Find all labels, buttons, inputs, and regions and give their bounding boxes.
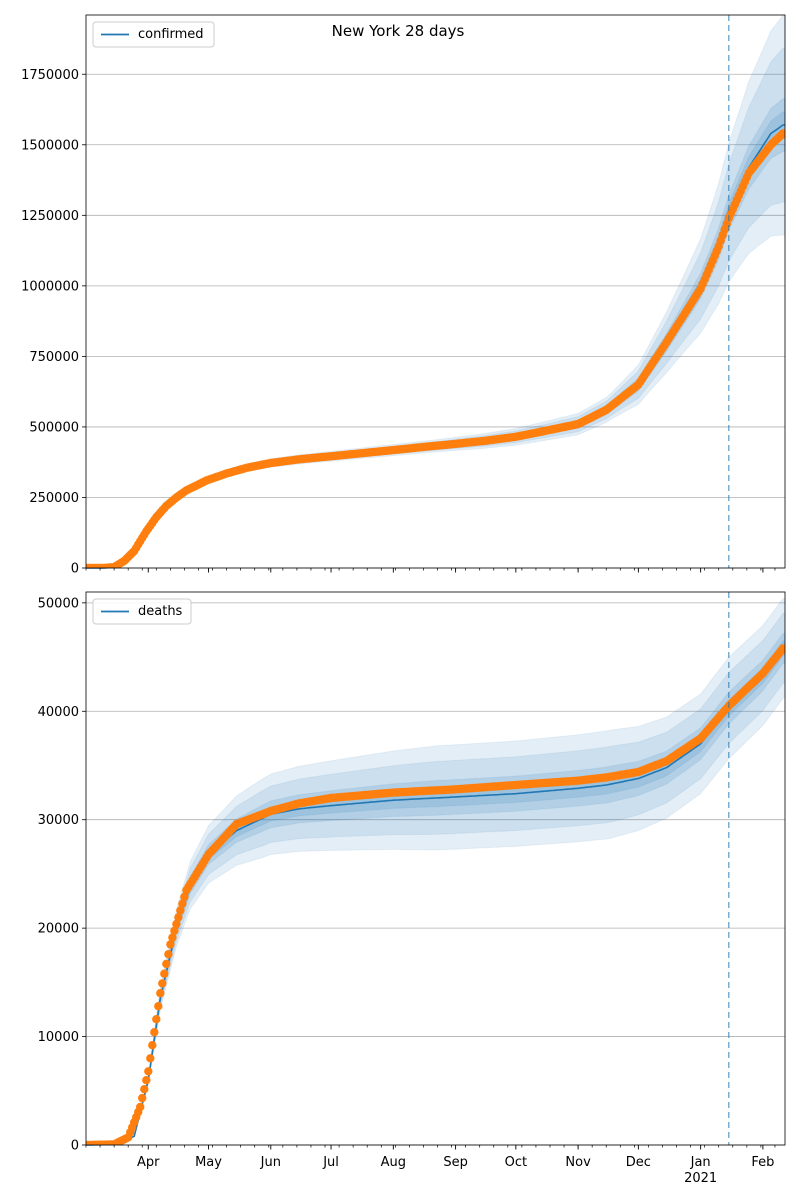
chart-title: New York 28 days bbox=[332, 22, 465, 40]
confirmed-y-tick-label: 500000 bbox=[29, 420, 79, 435]
confirmed-panel: 0 250000 500000 750000 1000000 1250000 1500000… bbox=[21, 14, 786, 577]
deaths-observed-point bbox=[162, 959, 171, 969]
confirmed-y-tick-label: 1500000 bbox=[21, 138, 79, 153]
x-year-label: 2021 bbox=[684, 1171, 717, 1186]
confirmed-y-tick-label: 750000 bbox=[29, 350, 79, 365]
deaths-band-1 bbox=[86, 612, 785, 1145]
deaths-observed-point bbox=[176, 906, 185, 915]
deaths-observed-point bbox=[172, 919, 181, 929]
deaths-observed-point bbox=[156, 989, 165, 998]
confirmed-y-tick-label: 1000000 bbox=[21, 279, 79, 294]
confirmed-y-tick-label: 1750000 bbox=[21, 68, 79, 83]
deaths-observed-point bbox=[138, 1093, 147, 1103]
deaths-observed-point bbox=[144, 1067, 153, 1076]
confirmed-band-0 bbox=[86, 15, 785, 568]
deaths-observed-point bbox=[166, 940, 175, 949]
deaths-x-tick-label: Sep bbox=[443, 1155, 468, 1170]
deaths-axes-frame bbox=[85, 591, 786, 1146]
deaths-observed-point bbox=[780, 644, 785, 653]
deaths-x-tick-label: Apr bbox=[137, 1155, 160, 1170]
confirmed-observed-point bbox=[780, 129, 785, 138]
deaths-x-tick-label: Oct bbox=[505, 1155, 527, 1170]
confirmed-legend: confirmed bbox=[92, 21, 215, 48]
deaths-observed-point bbox=[164, 950, 173, 959]
deaths-observed-point bbox=[146, 1054, 155, 1063]
deaths-x-tick-label: Jun bbox=[260, 1155, 281, 1170]
deaths-observed-point bbox=[178, 899, 187, 908]
deaths-observed-points bbox=[86, 644, 785, 1145]
deaths-legend-label: deaths bbox=[138, 604, 183, 619]
confirmed-y-tick-label: 1250000 bbox=[21, 209, 79, 224]
deaths-x-tick-label: Nov bbox=[565, 1155, 591, 1170]
confirmed-y-tick-label: 250000 bbox=[29, 491, 79, 506]
confirmed-legend-box bbox=[92, 21, 215, 48]
deaths-y-tick-label: 10000 bbox=[38, 1030, 79, 1045]
confirmed-observed-points bbox=[86, 129, 785, 568]
confirmed-axes-frame bbox=[85, 14, 786, 569]
deaths-observed-point bbox=[180, 892, 189, 902]
deaths-observed-point bbox=[158, 979, 167, 988]
deaths-observed-point bbox=[174, 913, 183, 922]
deaths-observed-point bbox=[142, 1076, 151, 1085]
deaths-observed-point bbox=[140, 1085, 149, 1094]
deaths-observed-point bbox=[152, 1015, 161, 1024]
confirmed-y-tick-label: 0 bbox=[71, 562, 79, 577]
deaths-x-tick-label: Jul bbox=[322, 1155, 339, 1170]
confirmed-frame-rect bbox=[85, 14, 786, 569]
deaths-observed-point bbox=[154, 1002, 163, 1011]
deaths-x-tick-label: Feb bbox=[751, 1155, 774, 1170]
deaths-y-tick-label: 30000 bbox=[38, 813, 79, 828]
deaths-observed-point bbox=[170, 926, 179, 935]
deaths-y-axis: 0 10000 20000 30000 40000 50000 bbox=[38, 596, 86, 1154]
deaths-x-tick-label: Aug bbox=[381, 1155, 406, 1170]
deaths-band-2 bbox=[86, 632, 785, 1145]
deaths-x-tick-label: Dec bbox=[626, 1155, 651, 1170]
deaths-observed-point bbox=[136, 1102, 145, 1112]
deaths-legend-box bbox=[92, 598, 192, 625]
deaths-x-tick-label: Jan bbox=[690, 1155, 711, 1170]
deaths-observed-point bbox=[150, 1028, 159, 1037]
deaths-x-tick-label: May bbox=[195, 1155, 222, 1170]
deaths-y-tick-label: 0 bbox=[71, 1139, 79, 1154]
deaths-y-tick-label: 20000 bbox=[38, 922, 79, 937]
deaths-band-0 bbox=[86, 597, 785, 1145]
deaths-observed-point bbox=[148, 1041, 157, 1050]
deaths-frame-rect bbox=[85, 591, 786, 1146]
confirmed-x-axis-ticks bbox=[85, 568, 776, 573]
deaths-legend: deaths bbox=[92, 598, 192, 625]
deaths-observed-point bbox=[168, 933, 177, 942]
confirmed-y-axis: 0 250000 500000 750000 1000000 1250000 1500000… bbox=[21, 68, 86, 577]
deaths-observed-point bbox=[160, 969, 169, 978]
deaths-y-tick-label: 50000 bbox=[38, 596, 79, 611]
deaths-y-tick-label: 40000 bbox=[38, 705, 79, 720]
confirmed-legend-label: confirmed bbox=[138, 27, 204, 42]
